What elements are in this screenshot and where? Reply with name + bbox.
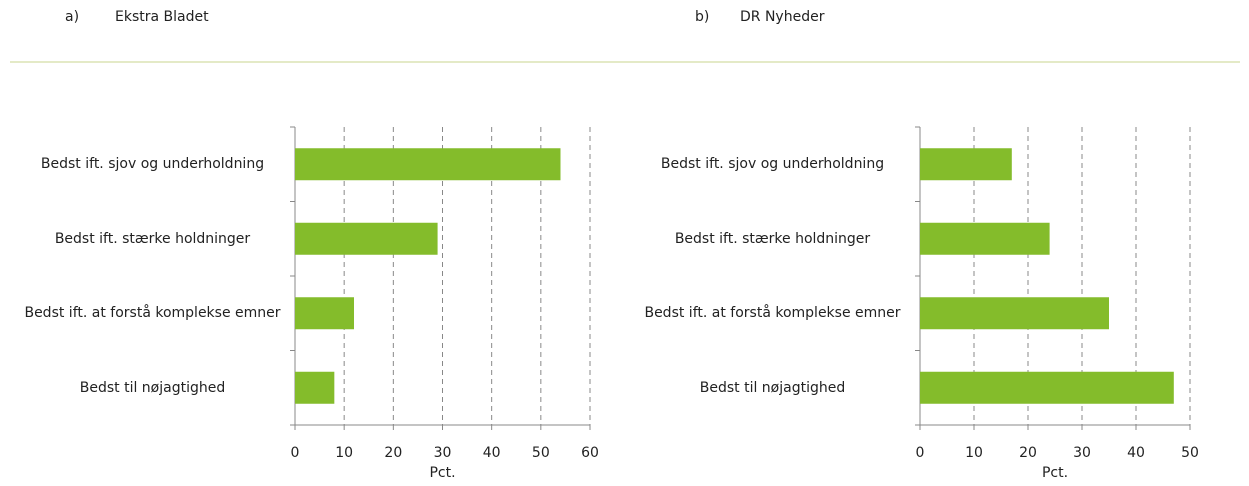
panel-title: DR Nyheder — [740, 9, 825, 25]
x-tick-label: 20 — [384, 445, 402, 461]
x-tick-label: 30 — [434, 445, 452, 461]
bar — [295, 222, 438, 255]
y-tick-label: Bedst ift. stærke holdninger — [54, 230, 251, 247]
panel-label: b) — [695, 9, 709, 25]
bar — [295, 371, 335, 404]
y-tick-label: Bedst ift. stærke holdninger — [674, 230, 871, 247]
x-tick-label: 50 — [532, 445, 550, 461]
x-tick-label: 30 — [1073, 445, 1091, 461]
x-axis-title: Pct. — [1042, 465, 1068, 481]
panel-label: a) — [65, 9, 79, 25]
y-tick-label: Bedst ift. at forstå komplekse emner — [644, 305, 901, 322]
y-tick-label: Bedst til nøjagtighed — [79, 379, 226, 396]
x-tick-label: 60 — [581, 445, 599, 461]
bar — [920, 222, 1050, 255]
bar — [920, 297, 1109, 330]
x-tick-label: 0 — [916, 445, 925, 461]
x-tick-label: 0 — [291, 445, 300, 461]
x-tick-label: 10 — [335, 445, 353, 461]
y-tick-label: Bedst ift. at forstå komplekse emner — [24, 305, 281, 322]
x-tick-label: 10 — [965, 445, 983, 461]
y-tick-label: Bedst ift. sjov og underholdning — [40, 156, 265, 173]
y-tick-label: Bedst til nøjagtighed — [699, 379, 846, 396]
bar — [295, 297, 354, 330]
bar — [920, 371, 1174, 404]
x-tick-label: 20 — [1019, 445, 1037, 461]
bar — [295, 148, 561, 181]
y-tick-label: Bedst ift. sjov og underholdning — [660, 156, 885, 173]
x-axis-title: Pct. — [429, 465, 455, 481]
x-tick-label: 50 — [1181, 445, 1199, 461]
bar — [920, 148, 1012, 181]
x-tick-label: 40 — [1127, 445, 1145, 461]
x-tick-label: 40 — [483, 445, 501, 461]
panel-title: Ekstra Bladet — [115, 9, 209, 25]
